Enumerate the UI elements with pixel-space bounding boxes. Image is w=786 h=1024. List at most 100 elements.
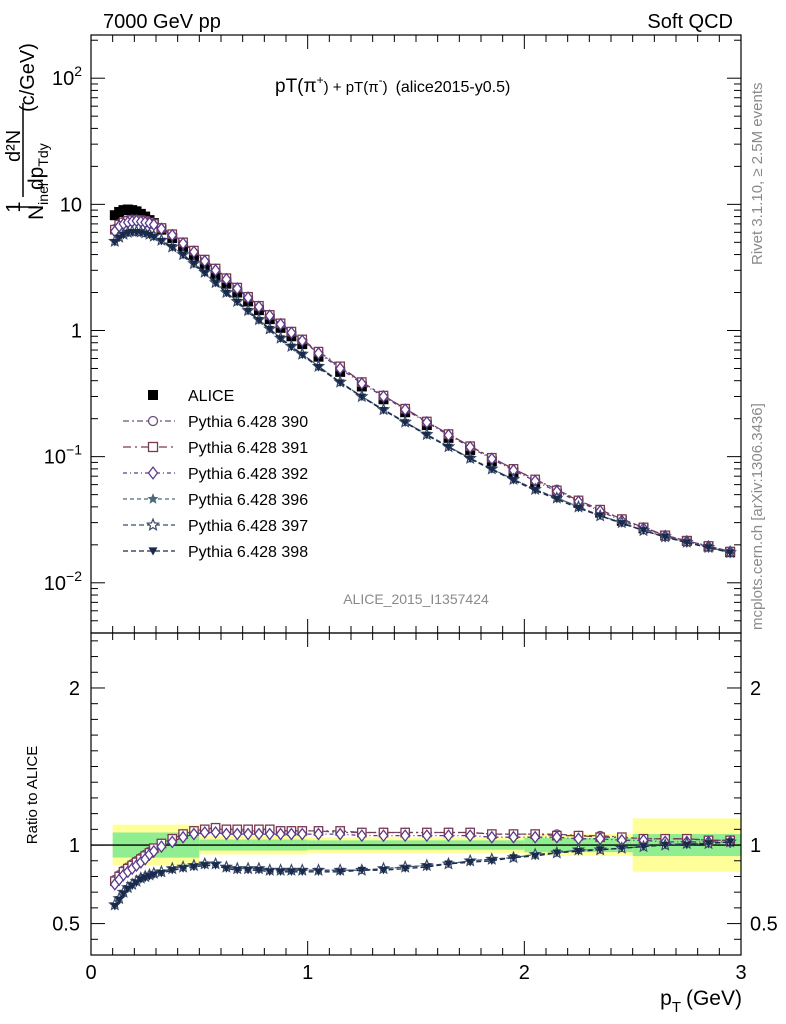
- data-point: [444, 443, 453, 452]
- legend-label: Pythia 6.428 392: [188, 466, 308, 483]
- header-right: Soft QCD: [647, 11, 733, 33]
- legend-marker: [147, 415, 159, 427]
- data-point: [639, 843, 648, 851]
- data-point: [233, 866, 242, 875]
- data-point: [211, 862, 220, 870]
- data-point: [110, 902, 120, 911]
- data-point: [287, 343, 296, 352]
- legend-marker: [148, 547, 158, 556]
- legend-label: ALICE: [188, 388, 234, 405]
- ratio-y-tick-label-right: 2: [750, 678, 761, 700]
- data-point: [264, 827, 275, 841]
- data-point: [168, 244, 177, 252]
- data-point: [639, 527, 648, 535]
- legend-label: Pythia 6.428 398: [188, 544, 308, 561]
- ratio-plot-data: [108, 822, 737, 911]
- data-point: [297, 827, 308, 841]
- legend-entry: Pythia 6.428 396: [123, 492, 308, 509]
- legend-marker: [147, 493, 159, 504]
- data-point: [199, 825, 210, 840]
- data-point: [400, 829, 411, 843]
- data-point: [552, 495, 562, 504]
- data-point: [574, 504, 583, 513]
- data-point: [276, 335, 285, 343]
- plot-title: pT(π+) + pT(π-) (alice2015-y0.5): [275, 73, 510, 97]
- legend-marker: [148, 390, 158, 400]
- legend-label: Pythia 6.428 396: [188, 492, 308, 509]
- data-point: [148, 844, 159, 858]
- data-point: [682, 539, 692, 547]
- y-tick-label: 10: [60, 194, 82, 216]
- data-point: [660, 533, 670, 542]
- data-point: [189, 260, 199, 269]
- data-point: [356, 376, 367, 391]
- data-point: [357, 866, 367, 875]
- data-point: [275, 317, 286, 331]
- svg-text:d²N: d²N: [3, 130, 25, 162]
- data-point: [286, 326, 297, 340]
- data-point: [487, 857, 497, 865]
- data-point: [157, 237, 166, 246]
- data-point: [243, 291, 254, 305]
- data-point: [444, 860, 453, 869]
- data-point: [149, 233, 159, 242]
- data-point: [378, 389, 389, 403]
- data-point: [264, 309, 275, 323]
- data-point: [509, 854, 518, 862]
- data-point: [530, 830, 541, 844]
- data-point: [422, 431, 432, 440]
- data-point: [178, 830, 189, 844]
- data-point: [200, 269, 209, 278]
- x-tick-label: 1: [302, 962, 313, 984]
- data-point: [486, 830, 497, 844]
- x-tick-label: 0: [85, 962, 96, 984]
- data-point: [400, 865, 410, 873]
- data-point: [232, 827, 243, 841]
- data-point: [313, 827, 324, 841]
- data-point: [123, 885, 133, 894]
- legend-entry: Pythia 6.428 397: [123, 517, 308, 535]
- data-point: [276, 868, 285, 876]
- ratio-plot-panel: 0.5 0.5 1 1 2 2 0 1 2 3 Ratio to ALICE: [24, 632, 778, 984]
- data-point: [725, 838, 735, 847]
- data-point: [119, 890, 128, 898]
- ratio-y-tick-label-right: 1: [750, 835, 761, 857]
- data-point: [188, 827, 199, 841]
- data-point: [335, 379, 345, 387]
- data-point: [530, 852, 540, 861]
- data-point: [335, 868, 345, 876]
- data-point: [254, 317, 264, 325]
- data-point: [704, 840, 713, 848]
- data-point: [508, 830, 519, 844]
- y-tick-label: 1: [71, 320, 82, 342]
- data-point: [400, 403, 411, 417]
- ratio-y-tick-label-right: 0.5: [750, 914, 778, 936]
- legend-label: Pythia 6.428 390: [188, 414, 308, 431]
- legend-label: Pythia 6.428 397: [188, 518, 308, 535]
- legend-entry: ALICE: [148, 388, 234, 405]
- legend-entry: Pythia 6.428 391: [123, 440, 308, 457]
- data-point: [298, 868, 307, 876]
- data-point: [356, 829, 367, 843]
- legend-entry: Pythia 6.428 390: [123, 414, 308, 431]
- ratio-y-tick-label: 1: [69, 835, 80, 857]
- data-point: [400, 419, 410, 427]
- data-point: [211, 279, 220, 288]
- data-point: [465, 829, 476, 843]
- data-point: [222, 865, 231, 873]
- data-point: [200, 862, 209, 870]
- data-point: [243, 866, 253, 875]
- data-point: [487, 466, 497, 474]
- data-point: [265, 868, 274, 876]
- main-plot-panel: 10−2 10−1 1 10 102 pT(π+) + pT(π-) (alice2015…: [3, 34, 742, 634]
- data-point: [221, 272, 232, 286]
- data-point: [243, 827, 254, 841]
- series-pythia-6-428-398: [110, 228, 735, 557]
- data-point: [157, 869, 166, 878]
- data-point: [335, 361, 346, 375]
- data-point: [465, 455, 475, 464]
- data-point: [287, 868, 296, 876]
- data-point: [233, 298, 242, 307]
- data-point: [551, 830, 562, 844]
- data-point: [132, 879, 141, 887]
